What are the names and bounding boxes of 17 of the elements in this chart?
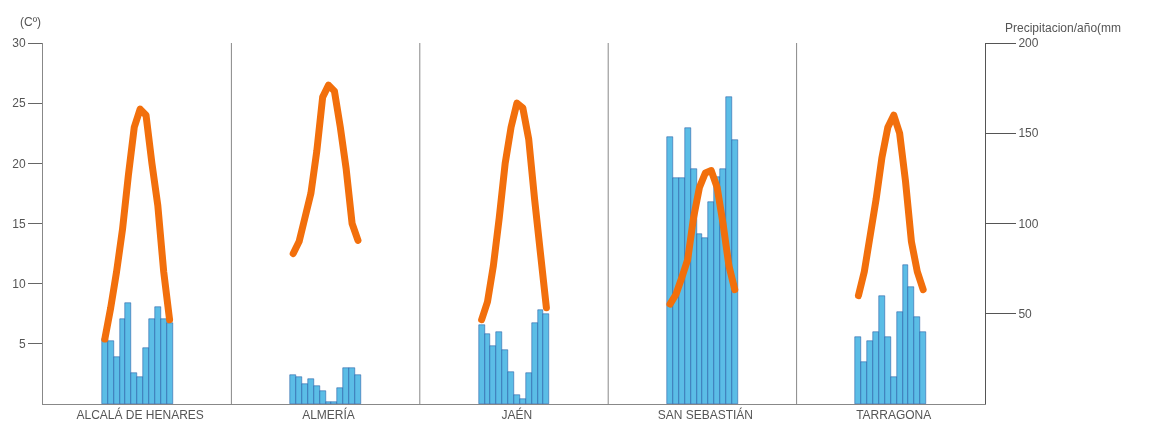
y2-tick-label: 100	[1018, 216, 1039, 231]
x-tick-label: TARRAGONA	[856, 408, 932, 423]
y2-tick-label: 200	[1018, 36, 1039, 51]
y-axis-title: (Cº)	[20, 15, 42, 29]
x-tick-label: ALCALÁ DE HENARES	[76, 407, 204, 423]
x-tick-label: SAN SEBASTIÁN	[657, 407, 754, 423]
y2-tick-label: 50	[1018, 306, 1033, 321]
y-tick-label: 30	[12, 36, 26, 51]
y-tick-label: 10	[12, 276, 26, 291]
x-tick-label: JAÉN	[501, 407, 533, 423]
y-tick-label: 25	[12, 96, 26, 111]
y-tick-label: 15	[12, 216, 26, 231]
y2-axis-title: Precipitacion/año(mm	[1005, 21, 1122, 35]
x-tick-label: ALMERÍA	[302, 407, 355, 423]
y2-tick-label: 150	[1018, 126, 1039, 141]
y-tick-label: 20	[12, 156, 26, 171]
y-tick-label: 5	[18, 337, 26, 352]
